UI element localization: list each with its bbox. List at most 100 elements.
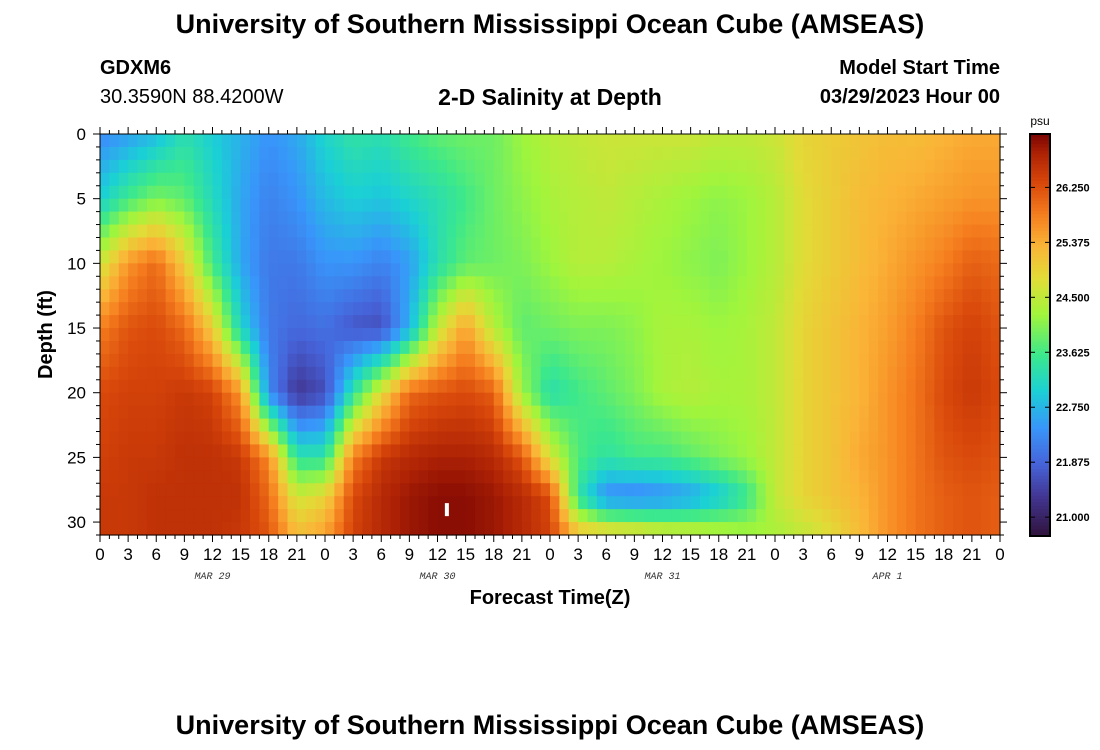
heatmap-cell	[203, 302, 214, 316]
heatmap-cell	[756, 250, 767, 264]
heatmap-cell	[803, 185, 814, 200]
heatmap-cell	[662, 353, 673, 368]
heatmap-cell	[381, 276, 392, 290]
heatmap-cell	[981, 444, 992, 458]
heatmap-cell	[887, 237, 898, 252]
heatmap-cell	[343, 328, 354, 342]
heatmap-cell	[671, 172, 682, 187]
heatmap-cell	[100, 211, 110, 226]
heatmap-cell	[240, 353, 251, 368]
heatmap-cell	[240, 392, 251, 407]
heatmap-cell	[137, 353, 148, 368]
heatmap-cell	[109, 483, 120, 497]
colorbar-segment	[1030, 458, 1050, 463]
heatmap-cell	[400, 159, 410, 174]
heatmap-cell	[240, 302, 251, 316]
heatmap-cell	[812, 353, 823, 368]
heatmap-cell	[334, 392, 345, 407]
colorbar-segment	[1030, 525, 1050, 530]
heatmap-cell	[371, 185, 382, 200]
heatmap-cell	[925, 198, 935, 213]
heatmap-cell	[278, 496, 289, 510]
heatmap-cell	[268, 172, 279, 187]
heatmap-cell	[784, 483, 795, 497]
heatmap-cell	[850, 470, 860, 484]
heatmap-cell	[850, 418, 860, 433]
heatmap-cell	[681, 211, 692, 226]
heatmap-cell	[812, 392, 823, 407]
heatmap-cell	[334, 134, 345, 148]
heatmap-cell	[531, 444, 542, 458]
heatmap-cell	[381, 198, 392, 213]
heatmap-cell	[493, 496, 504, 510]
heatmap-cell	[953, 457, 964, 471]
heatmap-cell	[437, 340, 448, 355]
heatmap-cell	[765, 340, 776, 355]
heatmap-cell	[756, 522, 767, 536]
colorbar-segment	[1030, 174, 1050, 179]
heatmap-cell	[118, 159, 129, 174]
heatmap-cell	[709, 418, 720, 433]
heatmap-cell	[353, 470, 364, 484]
heatmap-cell	[437, 211, 448, 226]
heatmap-cell	[746, 405, 757, 420]
heatmap-cell	[990, 237, 1001, 252]
heatmap-cell	[250, 496, 260, 510]
heatmap-cell	[390, 185, 401, 200]
colorbar-segment	[1030, 522, 1050, 527]
y-axis-label: Depth (ft)	[35, 290, 57, 379]
heatmap-cell	[381, 172, 392, 187]
heatmap-cell	[578, 276, 589, 290]
heatmap-cell	[971, 263, 982, 277]
colorbar-segment	[1030, 254, 1050, 259]
heatmap-cell	[606, 237, 617, 252]
x-tick-label: 6	[602, 545, 611, 564]
heatmap-cell	[625, 353, 635, 368]
heatmap-cell	[625, 211, 635, 226]
heatmap-cell	[812, 224, 823, 239]
heatmap-cell	[446, 405, 457, 420]
heatmap-cell	[840, 340, 851, 355]
heatmap-cell	[953, 289, 964, 303]
heatmap-cell	[550, 353, 560, 368]
heatmap-cell	[184, 496, 195, 510]
x-tick-label: 3	[348, 545, 357, 564]
heatmap-cell	[906, 224, 917, 239]
heatmap-cell	[146, 392, 157, 407]
heatmap-cell	[203, 496, 214, 510]
heatmap-cell	[184, 444, 195, 458]
heatmap-cell	[906, 483, 917, 497]
heatmap-cell	[428, 366, 439, 381]
heatmap-cell	[437, 146, 448, 161]
colorbar-segment	[1030, 432, 1050, 437]
heatmap-cell	[775, 263, 785, 277]
heatmap-cell	[465, 172, 476, 187]
heatmap-cell	[681, 185, 692, 200]
heatmap-cell	[146, 444, 157, 458]
heatmap-cell	[831, 159, 842, 174]
heatmap-cell	[484, 263, 495, 277]
heatmap-cell	[803, 328, 814, 342]
heatmap-cell	[981, 405, 992, 420]
heatmap-cell	[540, 328, 551, 342]
colorbar-segment	[1030, 422, 1050, 427]
heatmap-cell	[250, 353, 260, 368]
heatmap-cell	[128, 470, 139, 484]
heatmap-cell	[550, 379, 560, 394]
heatmap-cell	[878, 224, 889, 239]
heatmap-cell	[418, 211, 429, 226]
heatmap-cell	[718, 379, 729, 394]
page-title-repeat: University of Southern Mississippi Ocean…	[175, 710, 925, 740]
colorbar-segment	[1030, 361, 1050, 366]
heatmap-cell	[625, 289, 635, 303]
heatmap-cell	[315, 444, 326, 458]
heatmap-cell	[671, 237, 682, 252]
heatmap-cell	[934, 470, 945, 484]
heatmap-cell	[259, 379, 270, 394]
heatmap-cell	[465, 379, 476, 394]
heatmap-cell	[353, 198, 364, 213]
heatmap-cell	[240, 198, 251, 213]
heatmap-cell	[578, 134, 589, 148]
heatmap-cell	[446, 198, 457, 213]
heatmap-cell	[784, 470, 795, 484]
